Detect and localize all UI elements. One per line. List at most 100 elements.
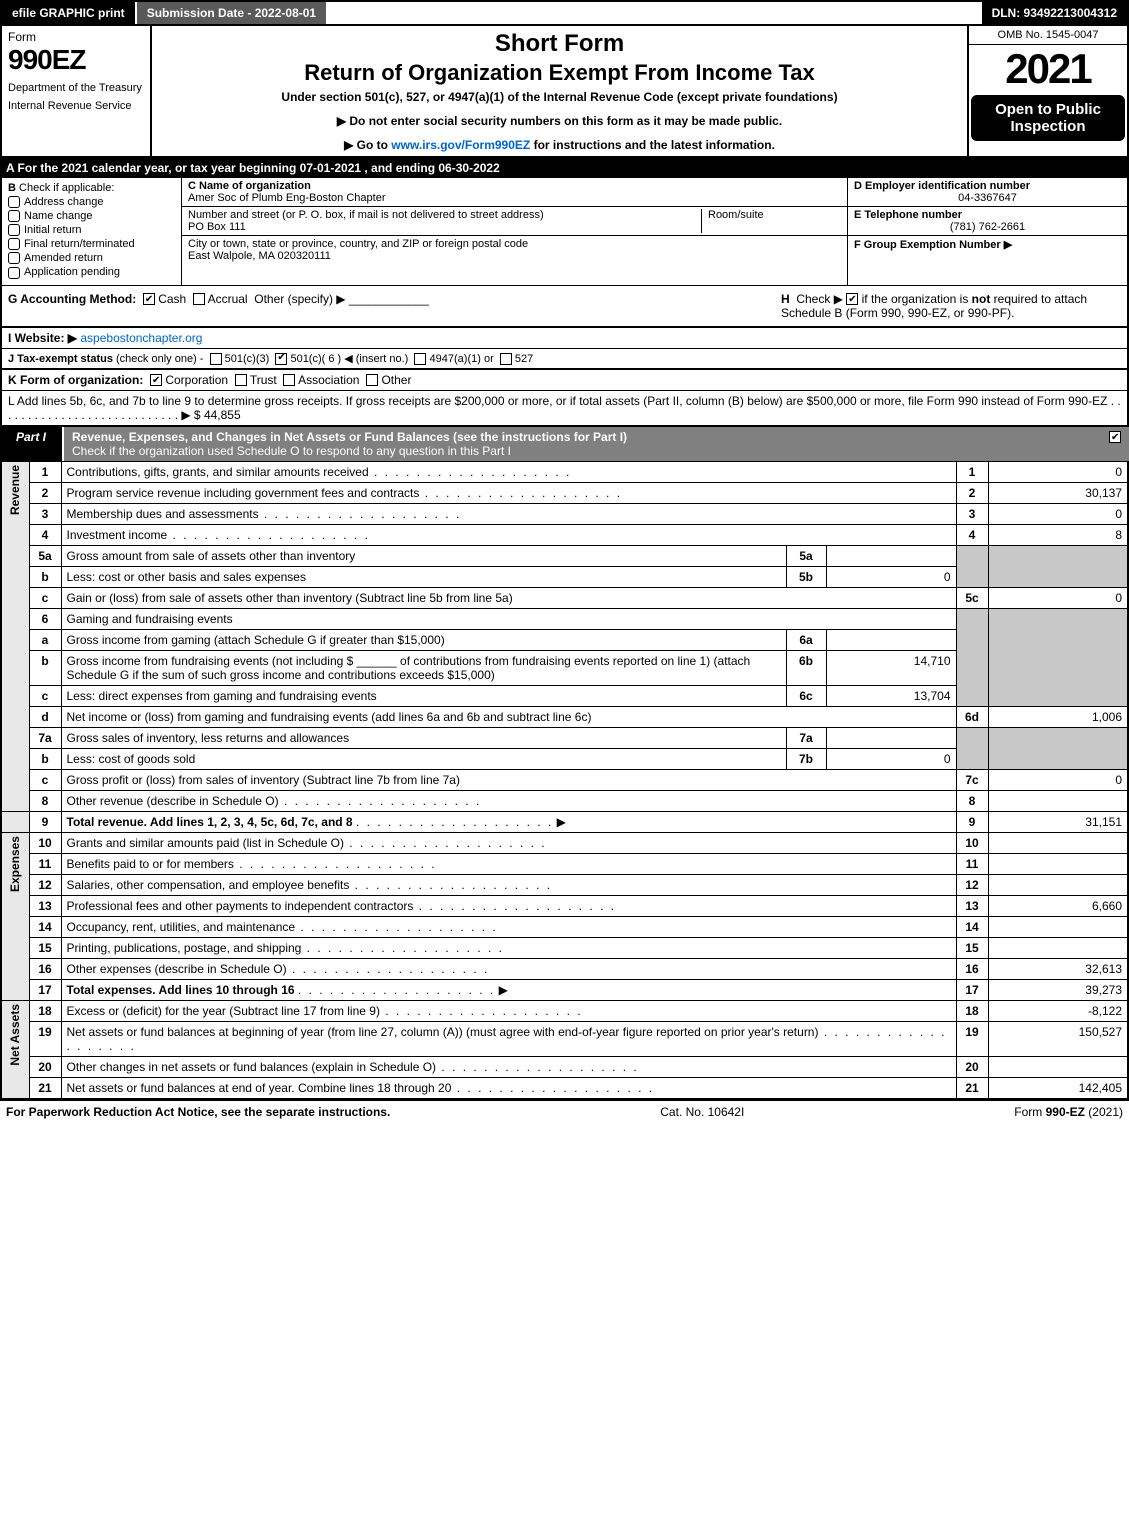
check-cash[interactable]: [143, 293, 155, 305]
f-label: F Group Exemption Number ▶: [854, 239, 1012, 251]
section-g: G Accounting Method: Cash Accrual Other …: [8, 292, 781, 320]
tax-year: 2021: [969, 45, 1127, 93]
check-schedule-b[interactable]: [846, 293, 858, 305]
d-label: D Employer identification number: [854, 180, 1121, 192]
c-name-label: C Name of organization: [188, 180, 385, 192]
line-15: Printing, publications, postage, and shi…: [61, 937, 956, 958]
footer-form: Form 990-EZ (2021): [1014, 1105, 1123, 1119]
line-1: Contributions, gifts, grants, and simila…: [61, 461, 956, 482]
check-4947[interactable]: [414, 353, 426, 365]
check-trust[interactable]: [235, 374, 247, 386]
check-accrual[interactable]: [193, 293, 205, 305]
b-label: B: [8, 182, 16, 194]
line-21-value: 142,405: [988, 1077, 1128, 1099]
line-13-value: 6,660: [988, 895, 1128, 916]
section-i: I Website: ▶ aspebostonchapter.org: [0, 328, 1129, 348]
check-527[interactable]: [500, 353, 512, 365]
line-5c-value: 0: [988, 587, 1128, 608]
line-8: Other revenue (describe in Schedule O): [61, 790, 956, 811]
check-corporation[interactable]: [150, 374, 162, 386]
line-10-value: [988, 832, 1128, 853]
line-17: Total expenses. Add lines 10 through 16 …: [61, 979, 956, 1000]
form-number: 990EZ: [8, 44, 144, 76]
short-form-title: Short Form: [160, 30, 959, 58]
part1-table: Revenue 1 Contributions, gifts, grants, …: [0, 461, 1129, 1100]
line-5a: Gross amount from sale of assets other t…: [61, 545, 786, 566]
check-501c3[interactable]: [210, 353, 222, 365]
line-20-value: [988, 1056, 1128, 1077]
check-501c[interactable]: [275, 353, 287, 365]
section-h: H Check ▶ if the organization is not req…: [781, 292, 1121, 320]
line-16: Other expenses (describe in Schedule O): [61, 958, 956, 979]
line-6a-value: [826, 629, 956, 650]
line-10: Grants and similar amounts paid (list in…: [61, 832, 956, 853]
note-ssn: ▶ Do not enter social security numbers o…: [160, 114, 959, 128]
submission-date: Submission Date - 2022-08-01: [137, 2, 328, 24]
form-header: Form 990EZ Department of the Treasury In…: [0, 26, 1129, 158]
line-6c-value: 13,704: [826, 685, 956, 706]
line-7a-value: [826, 727, 956, 748]
block-bcdef: B Check if applicable: Address change Na…: [0, 178, 1129, 285]
line-6c: Less: direct expenses from gaming and fu…: [61, 685, 786, 706]
check-address-change[interactable]: Address change: [8, 196, 175, 208]
b-check-if: Check if applicable:: [19, 182, 114, 194]
check-initial-return[interactable]: Initial return: [8, 224, 175, 236]
dept-irs: Internal Revenue Service: [8, 100, 144, 112]
line-7a: Gross sales of inventory, less returns a…: [61, 727, 786, 748]
line-6a: Gross income from gaming (attach Schedul…: [61, 629, 786, 650]
dept-treasury: Department of the Treasury: [8, 82, 144, 94]
section-l: L Add lines 5b, 6c, and 7b to line 9 to …: [0, 391, 1129, 427]
check-application-pending[interactable]: Application pending: [8, 266, 175, 278]
line-9: Total revenue. Add lines 1, 2, 3, 4, 5c,…: [61, 811, 956, 832]
line-3: Membership dues and assessments: [61, 503, 956, 524]
header-left: Form 990EZ Department of the Treasury In…: [2, 26, 152, 156]
form-title: Return of Organization Exempt From Incom…: [160, 60, 959, 86]
line-16-value: 32,613: [988, 958, 1128, 979]
check-final-return[interactable]: Final return/terminated: [8, 238, 175, 250]
line-13: Professional fees and other payments to …: [61, 895, 956, 916]
check-association[interactable]: [283, 374, 295, 386]
check-name-change[interactable]: Name change: [8, 210, 175, 222]
line-12: Salaries, other compensation, and employ…: [61, 874, 956, 895]
side-expenses: Expenses: [1, 832, 29, 1000]
line-14-value: [988, 916, 1128, 937]
line-7c: Gross profit or (loss) from sales of inv…: [61, 769, 956, 790]
omb-number: OMB No. 1545-0047: [969, 26, 1127, 45]
part1-title: Revenue, Expenses, and Changes in Net As…: [64, 427, 1101, 461]
line-6d-value: 1,006: [988, 706, 1128, 727]
line-5b: Less: cost or other basis and sales expe…: [61, 566, 786, 587]
gross-receipts: 44,855: [204, 408, 241, 422]
org-street: PO Box 111: [188, 221, 701, 233]
line-4-value: 8: [988, 524, 1128, 545]
line-2: Program service revenue including govern…: [61, 482, 956, 503]
c-street-label: Number and street (or P. O. box, if mail…: [188, 209, 701, 221]
check-other-org[interactable]: [366, 374, 378, 386]
line-5c: Gain or (loss) from sale of assets other…: [61, 587, 956, 608]
line-6b-value: 14,710: [826, 650, 956, 685]
line-11: Benefits paid to or for members: [61, 853, 956, 874]
check-schedule-o[interactable]: [1109, 431, 1121, 443]
line-5b-value: 0: [826, 566, 956, 587]
line-14: Occupancy, rent, utilities, and maintena…: [61, 916, 956, 937]
row-gh: G Accounting Method: Cash Accrual Other …: [0, 285, 1129, 328]
irs-link[interactable]: www.irs.gov/Form990EZ: [391, 138, 530, 152]
part1-tab: Part I: [0, 427, 64, 461]
line-12-value: [988, 874, 1128, 895]
footer-catalog: Cat. No. 10642I: [390, 1105, 1014, 1119]
line-19-value: 150,527: [988, 1021, 1128, 1056]
line-4: Investment income: [61, 524, 956, 545]
line-20: Other changes in net assets or fund bala…: [61, 1056, 956, 1077]
line-1-value: 0: [988, 461, 1128, 482]
section-def: D Employer identification number 04-3367…: [847, 178, 1127, 285]
top-bar: efile GRAPHIC print Submission Date - 20…: [0, 0, 1129, 26]
check-amended-return[interactable]: Amended return: [8, 252, 175, 264]
line-15-value: [988, 937, 1128, 958]
line-7b-value: 0: [826, 748, 956, 769]
e-label: E Telephone number: [854, 209, 1121, 221]
section-b: B Check if applicable: Address change Na…: [2, 178, 182, 285]
efile-print-button[interactable]: efile GRAPHIC print: [2, 2, 137, 24]
line-7c-value: 0: [988, 769, 1128, 790]
header-center: Short Form Return of Organization Exempt…: [152, 26, 967, 156]
line-17-value: 39,273: [988, 979, 1128, 1000]
website-link[interactable]: aspebostonchapter.org: [80, 331, 202, 345]
